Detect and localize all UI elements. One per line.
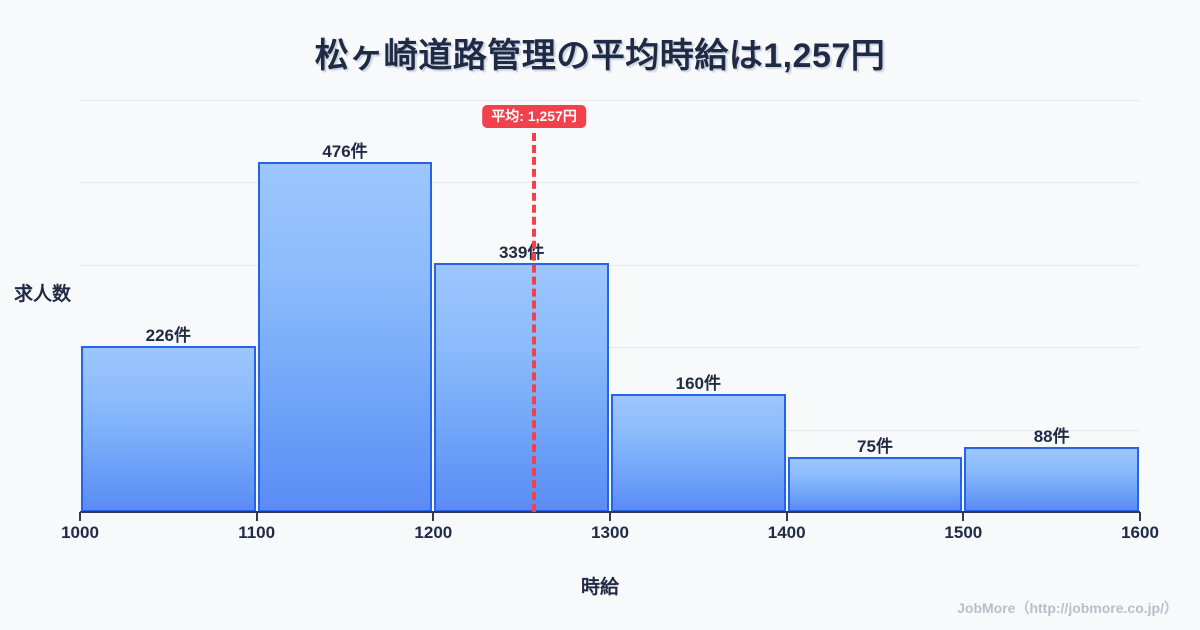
x-axis-tick-label: 1400 (767, 523, 806, 542)
x-axis-tick (432, 512, 435, 521)
gridline (80, 347, 1140, 349)
x-axis-tick (962, 512, 965, 521)
histogram-bar[interactable] (611, 394, 786, 512)
x-axis-tick (609, 512, 611, 521)
bar-value-label: 226件 (145, 325, 192, 345)
footer-credit: JobMore（http://jobmore.co.jp/） (957, 600, 1178, 616)
histogram-bar[interactable] (257, 161, 433, 512)
x-axis-tick (79, 512, 81, 521)
page-title: 松ヶ崎道路管理の平均時給は1,257円 (314, 37, 886, 75)
histogram-bar[interactable] (787, 456, 963, 512)
gridline (80, 100, 1140, 101)
x-axis-tick (1139, 512, 1141, 521)
average-badge: 平均: 1,257円 (482, 105, 586, 128)
bar-value-label: 476件 (322, 141, 368, 161)
x-axis-tick-label: 1600 (1121, 523, 1159, 542)
gridline (80, 182, 1140, 184)
x-axis-tick-label: 1100 (238, 523, 276, 542)
x-axis-tick-label: 1300 (591, 523, 629, 542)
histogram-bar[interactable] (81, 345, 256, 512)
plot-area (80, 100, 1140, 512)
x-axis-tick (255, 512, 258, 521)
x-axis-tick-label: 1500 (944, 523, 983, 542)
bar-value-label: 75件 (857, 436, 893, 456)
gridline (80, 264, 1140, 266)
bar-value-label: 88件 (1033, 427, 1070, 447)
histogram-bar[interactable] (964, 447, 1139, 512)
gridline (80, 429, 1140, 431)
bar-value-label: 160件 (675, 374, 722, 394)
x-axis-tick (785, 512, 788, 521)
bar-value-label: 339件 (498, 242, 545, 262)
histogram-bar[interactable] (434, 262, 609, 512)
average-line (532, 133, 537, 512)
x-axis-tick-label: 1200 (414, 523, 453, 542)
x-axis-tick-label: 1000 (61, 523, 99, 542)
x-axis-title: 時給 (580, 577, 619, 598)
y-axis-title: 求人数 (14, 284, 72, 305)
